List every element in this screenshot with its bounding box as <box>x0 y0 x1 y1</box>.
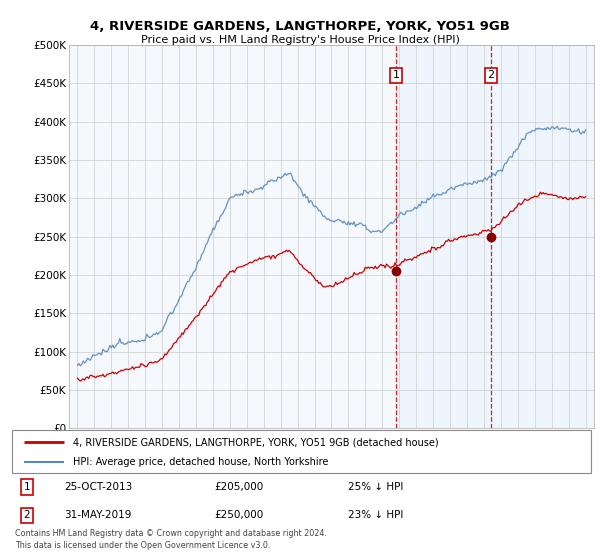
Text: 2: 2 <box>487 71 494 81</box>
Text: Price paid vs. HM Land Registry's House Price Index (HPI): Price paid vs. HM Land Registry's House … <box>140 35 460 45</box>
FancyBboxPatch shape <box>12 430 591 473</box>
Text: HPI: Average price, detached house, North Yorkshire: HPI: Average price, detached house, Nort… <box>73 458 328 468</box>
Text: £250,000: £250,000 <box>215 510 264 520</box>
Text: 2: 2 <box>23 510 30 520</box>
Text: 4, RIVERSIDE GARDENS, LANGTHORPE, YORK, YO51 9GB: 4, RIVERSIDE GARDENS, LANGTHORPE, YORK, … <box>90 20 510 32</box>
Text: 25% ↓ HPI: 25% ↓ HPI <box>348 482 403 492</box>
Bar <box>396 45 594 428</box>
Text: 1: 1 <box>392 71 400 81</box>
Text: 1: 1 <box>23 482 30 492</box>
Text: 31-MAY-2019: 31-MAY-2019 <box>64 510 131 520</box>
Text: 25-OCT-2013: 25-OCT-2013 <box>64 482 133 492</box>
Text: 4, RIVERSIDE GARDENS, LANGTHORPE, YORK, YO51 9GB (detached house): 4, RIVERSIDE GARDENS, LANGTHORPE, YORK, … <box>73 437 439 447</box>
Text: Contains HM Land Registry data © Crown copyright and database right 2024.
This d: Contains HM Land Registry data © Crown c… <box>15 529 327 550</box>
Text: 23% ↓ HPI: 23% ↓ HPI <box>348 510 403 520</box>
Text: £205,000: £205,000 <box>215 482 264 492</box>
